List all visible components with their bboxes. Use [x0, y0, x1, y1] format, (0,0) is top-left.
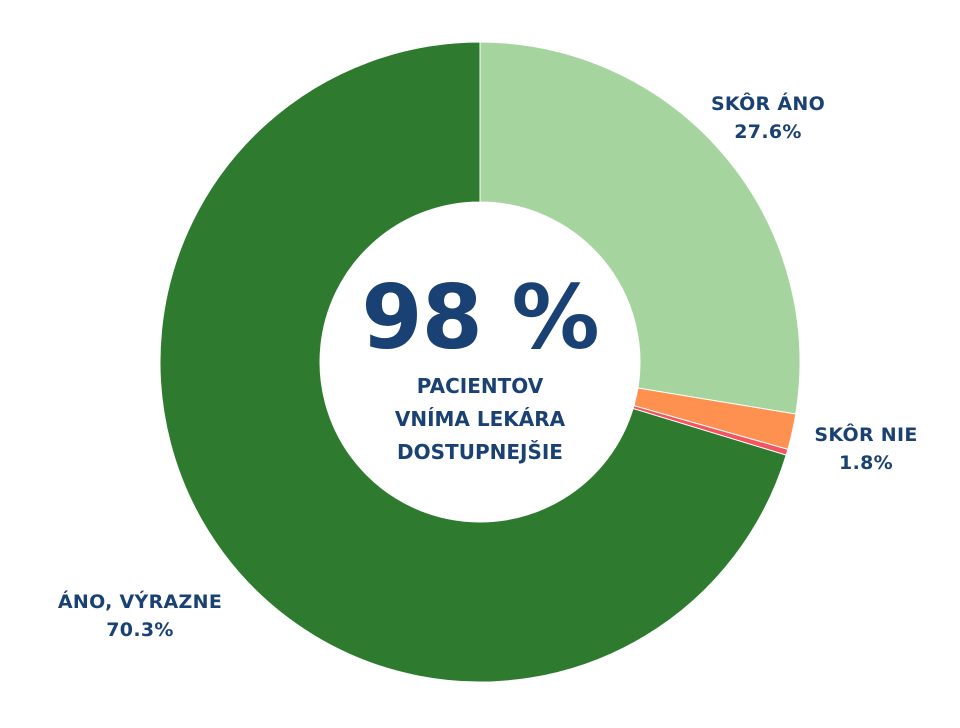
label-skor-ano: SKÔR ÁNO 27.6% — [688, 90, 848, 146]
donut-slice--no-v-razne — [159, 41, 787, 683]
label-skor-nie: SKÔR NIE 1.8% — [796, 421, 936, 477]
label-skor-nie-name: SKÔR NIE — [814, 424, 918, 446]
label-ano-vyrazne: ÁNO, VÝRAZNE 70.3% — [35, 588, 245, 644]
label-skor-ano-name: SKÔR ÁNO — [710, 93, 826, 115]
center-caption-line-2: VNÍMA LEKÁRA — [394, 407, 566, 431]
label-ano-vyrazne-pct: 70.3% — [106, 619, 174, 641]
label-skor-ano-pct: 27.6% — [734, 121, 802, 143]
center-caption: PACIENTOV VNÍMA LEKÁRA DOSTUPNEJŠIE — [320, 370, 640, 469]
label-skor-nie-pct: 1.8% — [839, 452, 893, 474]
center-caption-line-1: PACIENTOV — [416, 374, 544, 398]
donut-slice-sk-r-no — [479, 41, 801, 415]
center-percentage: 98 % — [361, 266, 599, 369]
center-caption-line-3: DOSTUPNEJŠIE — [397, 440, 563, 464]
label-ano-vyrazne-name: ÁNO, VÝRAZNE — [57, 591, 223, 613]
